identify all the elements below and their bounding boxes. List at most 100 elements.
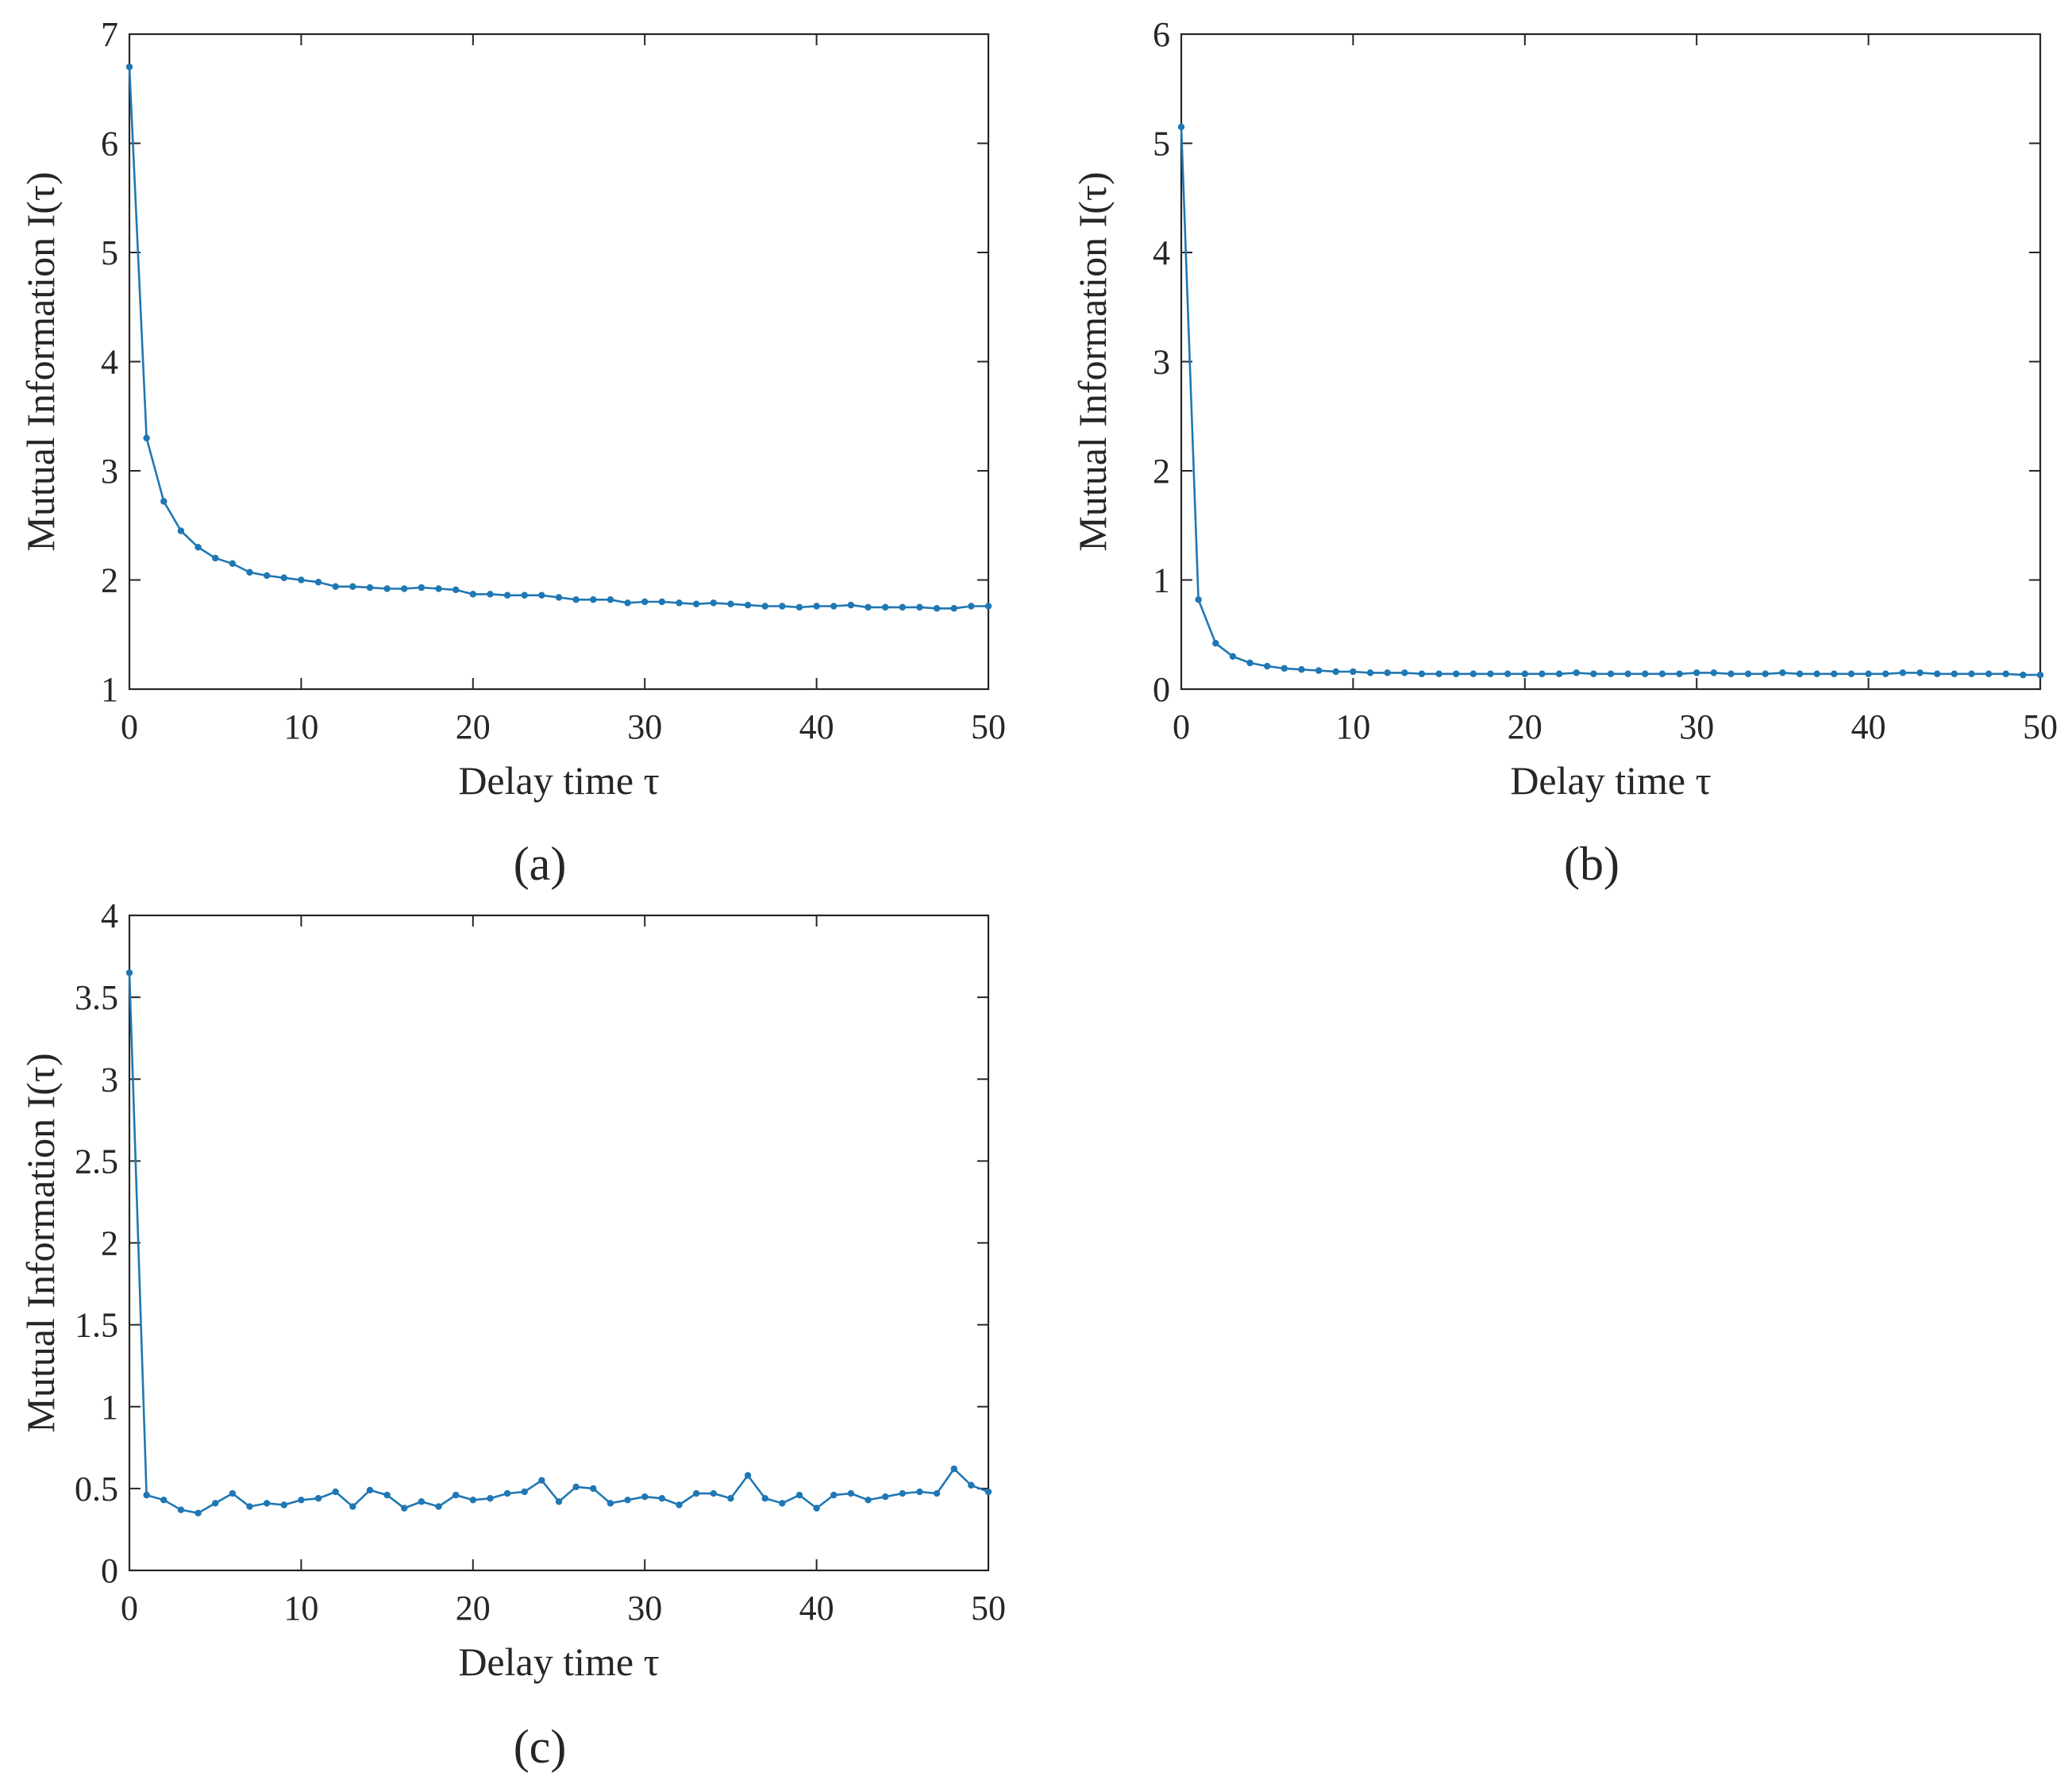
data-point [452,586,460,594]
x-tick-label: 50 [971,707,1006,746]
data-point [1865,670,1872,677]
data-point [349,583,356,590]
x-axis-label: Delay time τ [1510,758,1711,803]
data-point [125,969,133,977]
data-point [177,527,185,534]
y-tick-label: 0 [101,1551,118,1590]
data-point [1779,669,1786,676]
x-tick-label: 40 [799,1589,834,1628]
x-tick-label: 10 [283,1589,318,1628]
y-tick-label: 1.5 [75,1306,118,1345]
y-tick-label: 4 [1153,233,1170,272]
data-point [1796,670,1804,677]
data-point [314,579,322,586]
data-point [452,1491,460,1499]
data-point [469,1497,476,1504]
x-tick-label: 20 [456,1589,491,1628]
data-point [761,603,768,610]
data-point [933,605,941,612]
data-point [933,1489,941,1497]
data-point [1693,669,1700,676]
data-point [795,1491,803,1499]
data-point [1642,670,1649,677]
data-point [950,1465,957,1473]
x-tick-label: 30 [627,1589,662,1628]
x-tick-label: 20 [1508,707,1542,746]
x-tick-label: 10 [283,707,318,746]
data-point [418,584,426,591]
data-point [727,1495,734,1502]
data-point [727,600,734,607]
plot-frame [1180,33,2042,691]
data-point [366,1486,374,1494]
data-point [229,1489,237,1497]
series-line [1180,126,2040,676]
x-axis-label: Delay time τ [458,758,659,803]
data-point [641,1493,649,1501]
data-point [125,64,133,71]
data-point [1607,670,1615,677]
data-point [1298,666,1305,673]
data-point [916,603,923,611]
y-tick-label: 5 [101,233,118,272]
data-point [830,603,838,610]
data-point [1916,669,1924,676]
data-point [1951,670,1958,677]
data-point [1847,670,1855,677]
data-point [710,599,717,607]
data-point [332,583,339,590]
panel-caption: (c) [514,1720,567,1773]
data-point [865,1497,872,1504]
data-point [1899,669,1907,676]
data-point [847,1489,855,1497]
data-point [538,591,545,599]
data-point [263,1500,271,1507]
data-point [590,596,597,603]
y-axis-label: Mutual Information I(τ) [1070,171,1115,551]
data-point [641,598,649,606]
data-point [1762,670,1769,677]
data-point [607,1500,614,1507]
data-point [692,1489,700,1497]
data-point [1985,670,1993,677]
data-point [1882,670,1889,677]
panel-caption: (a) [514,838,567,890]
data-point [521,591,528,599]
data-point [1710,669,1718,676]
x-tick-label: 0 [121,1589,138,1628]
data-point [1624,670,1631,677]
x-axis-label: Delay time τ [458,1639,659,1684]
data-point [469,591,476,598]
data-point [280,1501,287,1508]
data-point [1968,670,1975,677]
data-point [1453,670,1460,677]
data-point [366,584,374,591]
data-point [555,1498,563,1505]
y-tick-label: 6 [1153,15,1170,54]
data-point [590,1485,597,1493]
data-point [1727,670,1735,677]
data-point [1590,670,1597,677]
data-point [1315,667,1323,674]
plot-frame [128,914,990,1572]
data-point [1933,670,1941,677]
data-point [435,1503,442,1510]
data-point [881,603,889,611]
y-tick-label: 0 [1153,670,1170,709]
y-tick-label: 3 [1153,343,1170,382]
data-point [332,1488,339,1496]
data-point [503,591,511,599]
x-tick-label: 0 [121,707,138,746]
data-point [383,585,391,592]
data-point [177,1506,185,1513]
data-point [1813,670,1820,677]
data-point [899,1489,907,1497]
data-point [1366,669,1374,676]
data-point [950,605,957,612]
data-point [624,599,631,607]
data-point [538,1477,545,1484]
data-point [968,1481,975,1489]
x-tick-label: 10 [1335,707,1370,746]
data-point [521,1488,528,1496]
